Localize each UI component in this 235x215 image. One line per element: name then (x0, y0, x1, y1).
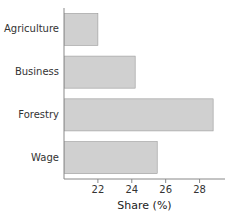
category-label: Business (15, 66, 59, 77)
x-tick (131, 179, 132, 183)
x-axis-label: Share (%) (117, 199, 171, 212)
x-axis-line (64, 179, 225, 180)
x-tick (97, 179, 98, 183)
bar (64, 13, 98, 45)
chart: Agriculture Business Forestry Wage 22 24 26 28 S… (0, 0, 235, 215)
x-tick-label: 26 (159, 184, 172, 195)
bars (64, 13, 213, 173)
y-axis-line (64, 8, 65, 179)
x-tick-label: 24 (125, 184, 138, 195)
category-label: Wage (31, 152, 59, 163)
bar (64, 56, 135, 88)
x-tick (199, 179, 200, 183)
bar (64, 99, 213, 131)
category-label: Agriculture (4, 23, 59, 34)
x-tick (165, 179, 166, 183)
chart-container: Agriculture Business Forestry Wage 22 24 26 28 S… (0, 0, 235, 215)
x-tick-label: 28 (193, 184, 206, 195)
x-tick-label: 22 (92, 184, 105, 195)
bar (64, 142, 157, 174)
category-label: Forestry (18, 109, 59, 120)
